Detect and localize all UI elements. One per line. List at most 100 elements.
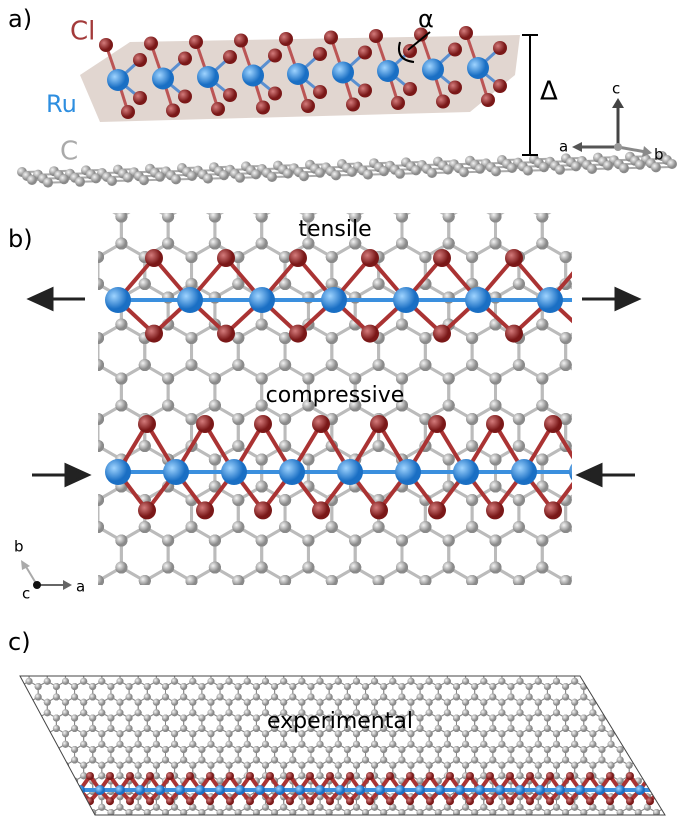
atom [571,667,578,674]
atom [321,287,347,313]
atom [62,646,69,653]
atom [671,778,678,785]
atom [26,793,33,800]
atom [280,678,287,685]
atom [7,793,14,800]
atom [498,762,505,769]
atom [408,699,415,706]
atom [606,170,618,182]
atom [208,667,215,674]
atom [606,575,618,587]
atom [69,238,81,250]
atom [115,535,127,547]
hexagon [620,713,638,734]
hexagon [638,681,656,702]
atom [426,709,433,716]
atom [98,646,105,653]
atom [583,616,595,628]
atom [606,797,614,805]
atom [680,730,687,737]
atom [335,678,342,685]
atom [144,652,151,659]
atom [144,662,151,669]
atom [226,646,233,653]
atom [135,804,142,811]
atom [133,53,147,67]
atom [680,709,687,716]
atom [617,683,624,690]
atom [26,804,33,811]
atom [326,694,333,701]
atom [308,652,315,659]
atom [198,662,205,669]
atom [280,699,287,706]
atom [480,678,487,685]
atom [471,694,478,701]
atom [71,683,78,690]
atom [180,746,187,753]
atom [398,662,405,669]
atom [17,683,24,690]
atom [353,667,360,674]
hexagon [98,568,145,622]
atom [608,699,615,706]
atom [635,652,642,659]
atom [186,602,198,614]
atom [7,741,14,748]
atom [435,746,442,753]
atom [635,662,642,669]
hexagon [566,325,613,379]
atom [571,741,578,748]
hexagon [11,697,29,718]
atom [208,667,215,674]
atom [268,87,282,101]
atom [80,646,87,653]
atom [417,725,424,732]
atom [262,667,269,674]
atom [17,683,24,690]
hexagon [593,666,611,687]
atom [599,725,606,732]
atom [298,678,305,685]
atom [444,667,451,674]
atom [244,762,251,769]
atom [606,197,618,209]
atom [427,168,437,178]
hexagon [675,807,689,819]
atom [139,602,151,614]
atom [180,652,187,659]
atom [560,359,572,371]
atom [386,772,394,780]
atom [517,678,524,685]
axis-label: a [559,138,568,156]
atom [606,440,618,452]
hexagon [2,681,20,702]
atom [606,359,618,371]
atom [396,211,408,223]
atom [209,373,221,385]
atom [35,757,42,764]
atom [53,778,60,785]
atom [256,562,268,574]
atom [489,652,496,659]
atom [644,762,651,769]
atom [508,662,515,669]
atom [280,741,287,748]
atom [35,715,42,722]
hexagon [475,650,493,671]
atom [17,683,24,690]
atom [630,535,642,547]
atom [253,694,260,701]
atom [380,694,387,701]
atom [69,400,81,412]
atom [35,788,42,795]
atom [513,197,525,209]
atom [493,79,507,93]
atom [144,757,151,764]
hexagon [511,650,529,671]
hexagon [51,406,98,460]
atom [380,746,387,753]
atom [26,762,33,769]
atom [486,415,504,433]
atom [653,778,660,785]
